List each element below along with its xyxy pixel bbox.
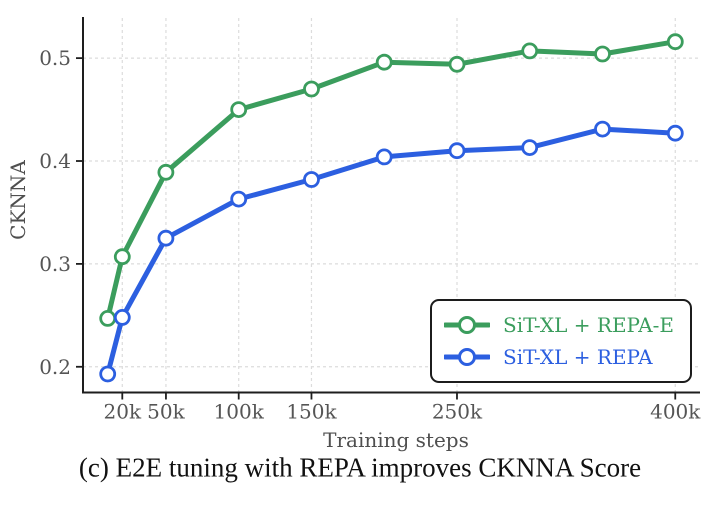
legend-label-repa: SiT-XL + REPA (503, 345, 653, 369)
data-point-series-1 (99, 365, 117, 383)
data-point-series-0 (448, 55, 466, 73)
data-point-series-1 (521, 139, 539, 157)
y-axis-title: CKNNA (6, 160, 30, 240)
legend-circle-sample (458, 348, 476, 366)
data-point-series-1 (113, 308, 131, 326)
data-point-series-1 (666, 124, 684, 142)
cknna-line-chart: 20k 50k 100k 150k 250k 400k 0.2 0.3 0.4 0.5 CKNNA… (6, 17, 701, 452)
data-point-series-1 (594, 120, 611, 138)
x-tick-label: 150k (286, 400, 337, 424)
x-tick-label: 100k (214, 400, 265, 424)
x-tick-label: 250k (432, 400, 483, 424)
data-point-series-1 (303, 171, 320, 188)
data-point-series-1 (375, 148, 393, 166)
legend-item-sit-xl-repa-e: SiT-XL + REPA-E (444, 312, 690, 338)
data-point-series-0 (594, 45, 611, 63)
x-axis-title: Training steps (323, 428, 469, 452)
y-tick-label: 0.5 (39, 46, 71, 70)
data-point-series-0 (99, 309, 117, 327)
legend-marker-repa (444, 348, 490, 366)
figure-caption: (c) E2E tuning with REPA improves CKNNA … (78, 452, 642, 483)
data-point-series-0 (375, 53, 393, 71)
data-point-series-1 (448, 142, 466, 160)
plot-canvas: 20k 50k 100k 150k 250k 400k 0.2 0.3 0.4 0.5 (39, 17, 701, 424)
legend-box: SiT-XL + REPA-E SiT-XL + REPA (430, 299, 692, 383)
y-tick-label: 0.2 (39, 355, 71, 379)
data-point-series-1 (157, 229, 175, 247)
data-point-series-0 (230, 101, 248, 118)
data-point-series-0 (303, 80, 320, 98)
x-tick-label: 20k (104, 400, 142, 424)
legend-label-repa-e: SiT-XL + REPA-E (503, 313, 674, 337)
legend-marker-repa-e (444, 316, 490, 334)
y-tick-label: 0.3 (39, 252, 71, 276)
data-point-series-0 (521, 42, 539, 60)
x-tick-label: 400k (650, 400, 701, 424)
y-tick-label: 0.4 (39, 149, 71, 173)
data-point-series-0 (157, 163, 175, 181)
x-tick-label: 50k (147, 400, 185, 424)
legend-item-sit-xl-repa: SiT-XL + REPA (444, 344, 690, 370)
data-point-series-0 (666, 33, 684, 51)
legend-circle-sample (458, 316, 476, 334)
data-point-series-0 (113, 248, 131, 266)
series-line-1 (105, 126, 678, 377)
series-line-0 (105, 39, 678, 321)
data-point-series-1 (230, 190, 248, 208)
